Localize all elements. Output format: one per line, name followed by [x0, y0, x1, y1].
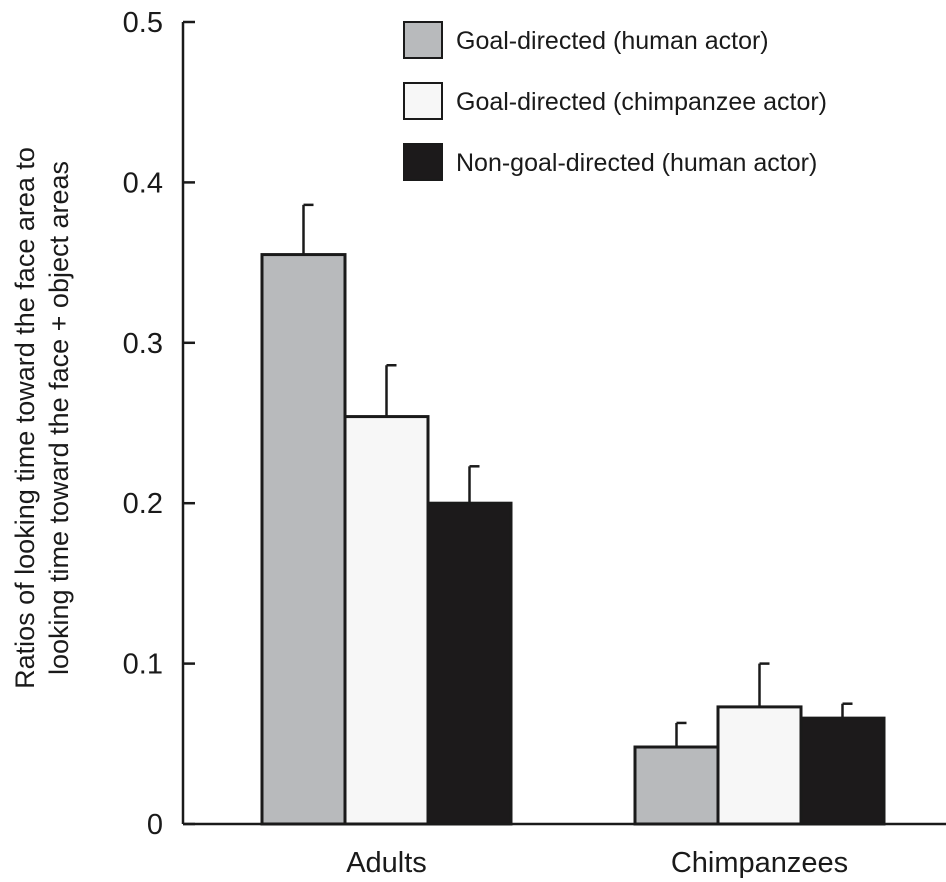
y-tick-label: 0.1	[123, 649, 163, 681]
category-label: Chimpanzees	[671, 847, 848, 879]
bar	[343, 415, 430, 826]
category-labels: Adults Chimpanzees	[346, 847, 848, 879]
legend-swatch	[403, 143, 443, 181]
bar	[799, 716, 886, 826]
y-tick-label: 0.3	[123, 328, 163, 360]
legend-label: Non-goal-directed (human actor)	[456, 149, 817, 177]
y-tick-label: 0.2	[123, 488, 163, 520]
bar	[260, 253, 347, 826]
bar	[633, 745, 720, 826]
legend-label: Goal-directed (human actor)	[456, 27, 769, 55]
y-tick-label: 0.5	[123, 7, 163, 39]
bars	[260, 203, 886, 826]
bar	[426, 501, 513, 826]
bar	[716, 705, 803, 826]
axes: 0 0.1 0.2 0.3 0.4 0.5	[123, 7, 946, 841]
y-tick-label: 0.4	[123, 167, 163, 199]
y-axis-label: Ratios of looking time toward the face a…	[10, 147, 74, 689]
y-axis-label-line-1: Ratios of looking time toward the face a…	[10, 147, 40, 689]
legend: Goal-directed (human actor) Goal-directed…	[403, 21, 827, 181]
y-tick-label: 0	[147, 809, 163, 841]
legend-label: Goal-directed (chimpanzee actor)	[456, 88, 827, 116]
legend-swatch	[403, 82, 443, 120]
category-label: Adults	[346, 847, 427, 879]
legend-swatch	[403, 21, 443, 59]
y-axis-label-line-2: looking time toward the face + object ar…	[44, 161, 74, 675]
